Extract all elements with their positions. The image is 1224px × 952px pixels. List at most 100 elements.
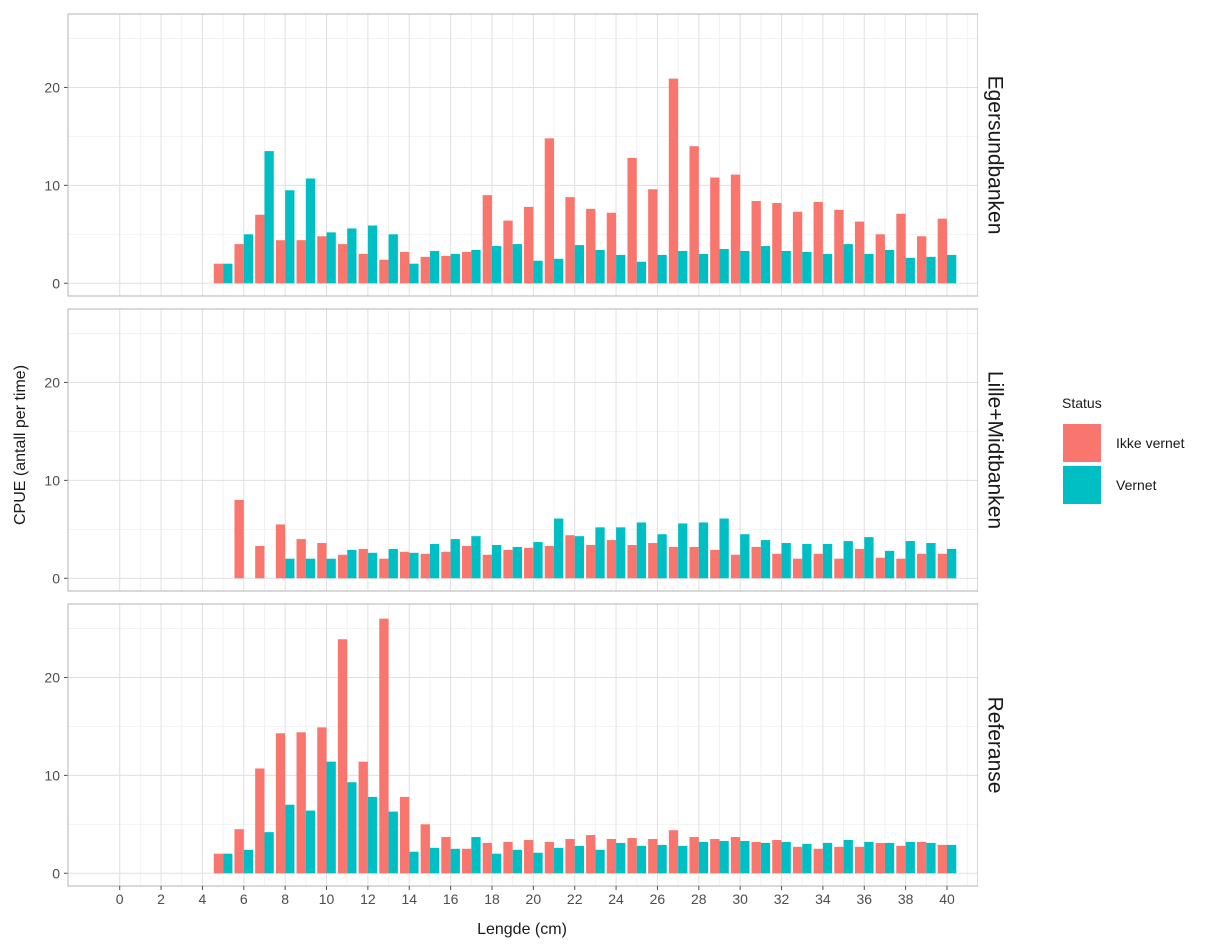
bar-ikke-vernet-27	[668, 546, 679, 579]
bar-vernet-20	[533, 852, 543, 874]
bar-ikke-vernet-15	[420, 256, 430, 284]
y-tick-label: 20	[44, 669, 60, 685]
bar-ikke-vernet-12	[358, 761, 368, 874]
bar-ikke-vernet-9	[296, 732, 306, 874]
bar-ikke-vernet-27	[668, 78, 679, 284]
x-tick-label: 10	[319, 891, 335, 907]
bar-ikke-vernet-35	[834, 209, 844, 284]
bar-ikke-vernet-18	[482, 195, 492, 284]
strip-label-referanse: Referanse	[984, 697, 1007, 794]
bar-ikke-vernet-19	[503, 841, 513, 874]
bar-vernet-18	[491, 246, 502, 284]
x-tick-label: 20	[526, 891, 542, 907]
bar-ikke-vernet-28	[689, 546, 699, 579]
bar-ikke-vernet-22	[565, 535, 575, 579]
bar-vernet-6	[243, 849, 254, 874]
bar-vernet-12	[367, 225, 378, 284]
bar-ikke-vernet-15	[420, 824, 430, 874]
y-axis-title: CPUE (antall per time)	[12, 365, 29, 525]
bar-ikke-vernet-24	[606, 839, 617, 874]
bar-vernet-6	[243, 234, 254, 284]
bar-ikke-vernet-25	[627, 838, 637, 874]
bar-vernet-27	[678, 250, 688, 284]
y-tick-label: 20	[44, 79, 60, 95]
y-tick-label: 0	[52, 570, 60, 586]
y-tick-label: 0	[52, 275, 60, 291]
bar-vernet-18	[491, 853, 502, 874]
bar-ikke-vernet-14	[399, 551, 410, 579]
strip-background	[978, 604, 1008, 886]
bar-vernet-26	[657, 254, 667, 284]
bar-vernet-36	[864, 253, 874, 284]
bar-ikke-vernet-16	[441, 837, 451, 874]
bar-ikke-vernet-38	[896, 845, 906, 874]
bar-ikke-vernet-24	[606, 540, 617, 579]
y-tick-label: 10	[44, 767, 60, 783]
bar-ikke-vernet-10	[317, 236, 327, 284]
bar-vernet-11	[347, 549, 357, 579]
bar-vernet-35	[843, 839, 853, 874]
bar-vernet-27	[678, 845, 688, 874]
bar-ikke-vernet-18	[482, 554, 492, 579]
legend-label-vernet: Vernet	[1116, 477, 1157, 493]
bar-vernet-23	[595, 249, 605, 284]
bar-vernet-38	[905, 541, 915, 579]
bar-vernet-14	[409, 552, 419, 579]
bar-vernet-28	[698, 522, 709, 579]
bar-vernet-8	[285, 804, 295, 874]
bar-vernet-10	[326, 761, 336, 874]
bar-vernet-9	[305, 178, 316, 284]
bar-vernet-16	[450, 253, 460, 284]
bar-vernet-10	[326, 232, 336, 284]
x-tick-label: 12	[360, 891, 376, 907]
bar-ikke-vernet-10	[317, 727, 327, 874]
bar-ikke-vernet-28	[689, 837, 699, 874]
x-tick-label: 8	[281, 891, 289, 907]
x-tick-label: 30	[732, 891, 748, 907]
bar-ikke-vernet-6	[234, 499, 244, 579]
bar-vernet-10	[326, 558, 336, 579]
bar-ikke-vernet-15	[420, 553, 430, 579]
bar-vernet-22	[574, 536, 585, 579]
bar-ikke-vernet-13	[379, 558, 389, 579]
bar-ikke-vernet-36	[854, 221, 865, 284]
y-tick-label: 20	[44, 374, 60, 390]
bar-vernet-39	[926, 842, 936, 874]
panel-background	[68, 14, 978, 296]
bar-ikke-vernet-16	[441, 551, 451, 579]
bar-ikke-vernet-35	[834, 846, 844, 874]
bar-vernet-34	[822, 544, 833, 579]
x-axis-title: Lengde (cm)	[477, 921, 567, 938]
bar-ikke-vernet-39	[916, 553, 927, 579]
bar-ikke-vernet-8	[275, 240, 286, 284]
bar-ikke-vernet-37	[875, 842, 885, 874]
bar-ikke-vernet-21	[544, 138, 555, 284]
panel-background	[68, 604, 978, 886]
bar-ikke-vernet-29	[710, 549, 720, 579]
bar-vernet-35	[843, 244, 853, 284]
bar-ikke-vernet-30	[730, 174, 741, 284]
bar-ikke-vernet-9	[296, 240, 306, 284]
x-tick-label: 26	[650, 891, 666, 907]
bar-vernet-21	[554, 518, 564, 579]
bar-ikke-vernet-14	[399, 251, 410, 284]
bar-vernet-40	[946, 548, 957, 579]
bar-ikke-vernet-14	[399, 796, 410, 874]
bar-vernet-27	[678, 523, 688, 579]
facet-panel-egersundbanken: 0 10 20 Egersundbanken	[44, 13, 1008, 297]
bar-vernet-24	[616, 254, 626, 284]
bar-vernet-16	[450, 539, 460, 579]
x-tick-label: 6	[240, 891, 248, 907]
bar-ikke-vernet-28	[689, 146, 699, 284]
bar-ikke-vernet-39	[916, 841, 927, 874]
strip-label-lille-midtbanken: Lille+Midtbanken	[984, 371, 1007, 529]
x-tick-label: 14	[401, 891, 417, 907]
strip-label-egersundbanken: Egersundbanken	[984, 76, 1007, 235]
bar-ikke-vernet-23	[586, 208, 596, 284]
bar-ikke-vernet-20	[524, 206, 534, 284]
bar-vernet-26	[657, 534, 667, 579]
bar-vernet-35	[843, 541, 853, 579]
bar-ikke-vernet-6	[234, 829, 244, 874]
x-tick-label: 28	[691, 891, 707, 907]
bar-vernet-25	[636, 261, 647, 284]
